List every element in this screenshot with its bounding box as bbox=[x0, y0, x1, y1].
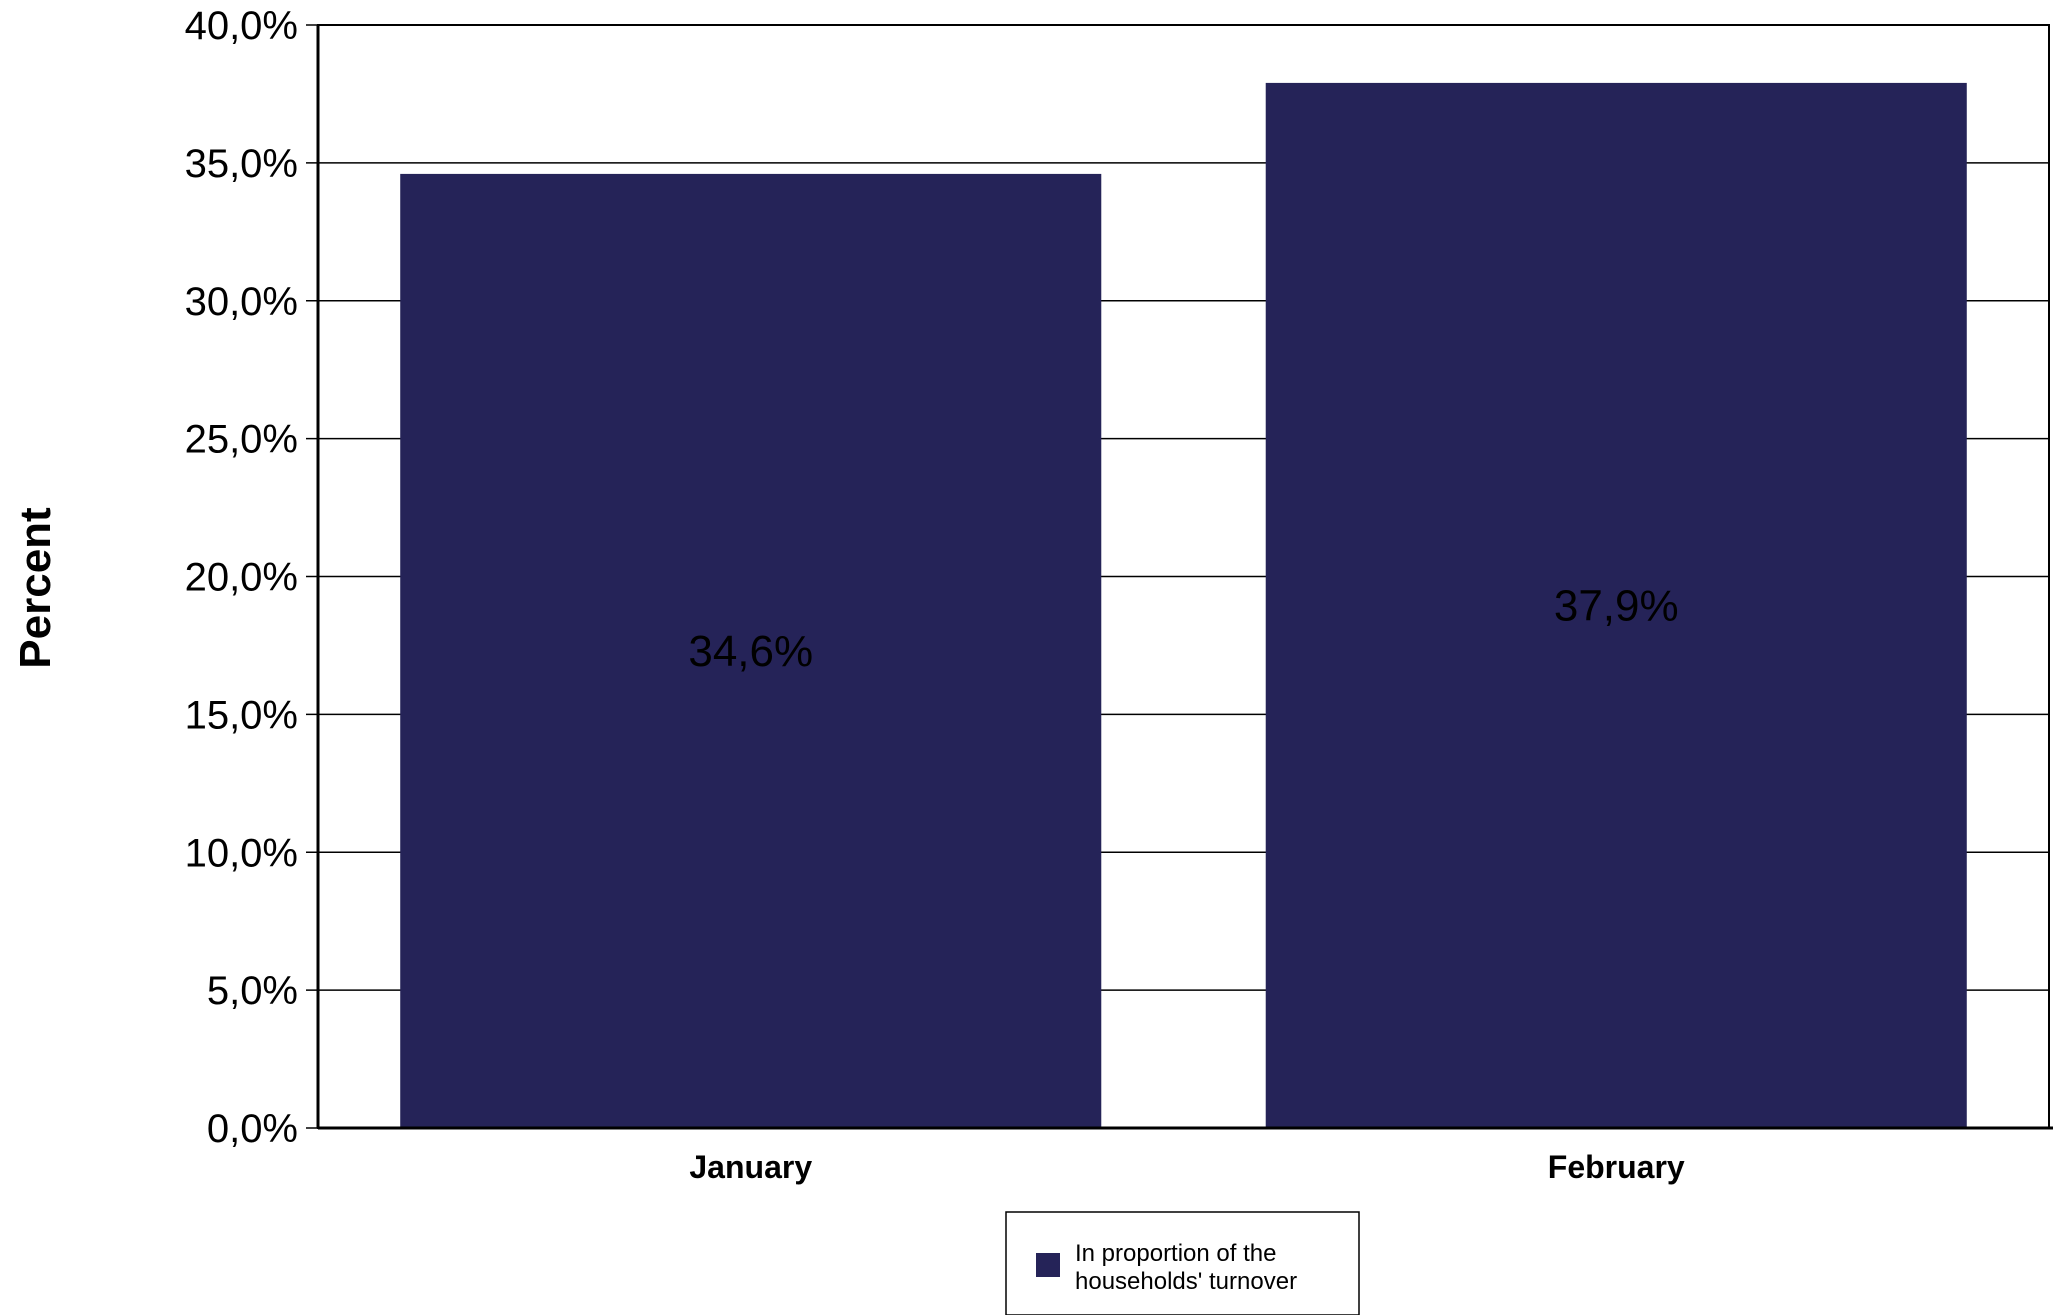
y-tick-label: 15,0% bbox=[185, 693, 298, 737]
axes bbox=[306, 24, 2053, 1130]
x-tick-labels: January February bbox=[689, 1149, 1685, 1185]
x-tick-label-february: February bbox=[1548, 1149, 1685, 1185]
y-tick-label: 0,0% bbox=[207, 1107, 298, 1151]
y-tick-label: 30,0% bbox=[185, 280, 298, 324]
legend-swatch bbox=[1036, 1253, 1060, 1277]
data-label-january: 34,6% bbox=[688, 627, 813, 676]
bar-january bbox=[400, 173, 1102, 1128]
y-tick-label: 20,0% bbox=[185, 556, 298, 600]
legend-label-line-1: In proportion of the bbox=[1075, 1240, 1276, 1267]
y-tick-label: 5,0% bbox=[207, 969, 298, 1013]
y-tick-label: 10,0% bbox=[185, 831, 298, 875]
y-tick-label: 35,0% bbox=[185, 142, 298, 186]
y-tick-labels: 0,0% 5,0% 10,0% 15,0% 20,0% 25,0% 30,0% 35,0% 40… bbox=[185, 4, 298, 1151]
data-labels: 34,6% 37,9% bbox=[688, 581, 1678, 675]
legend-box bbox=[1005, 1211, 1360, 1315]
bars bbox=[400, 82, 1967, 1129]
bar-february bbox=[1265, 82, 1967, 1129]
legend-label-line-2: households' turnover bbox=[1075, 1268, 1297, 1295]
legend-label: In proportion of the households' turnove… bbox=[1075, 1240, 1297, 1295]
x-tick-label-january: January bbox=[689, 1149, 812, 1185]
y-tick-label: 25,0% bbox=[185, 418, 298, 462]
y-tick-label: 40,0% bbox=[185, 4, 298, 48]
legend: In proportion of the households' turnove… bbox=[1005, 1211, 1360, 1315]
y-axis-title: Percent bbox=[11, 507, 60, 669]
data-label-february: 37,9% bbox=[1554, 581, 1679, 630]
